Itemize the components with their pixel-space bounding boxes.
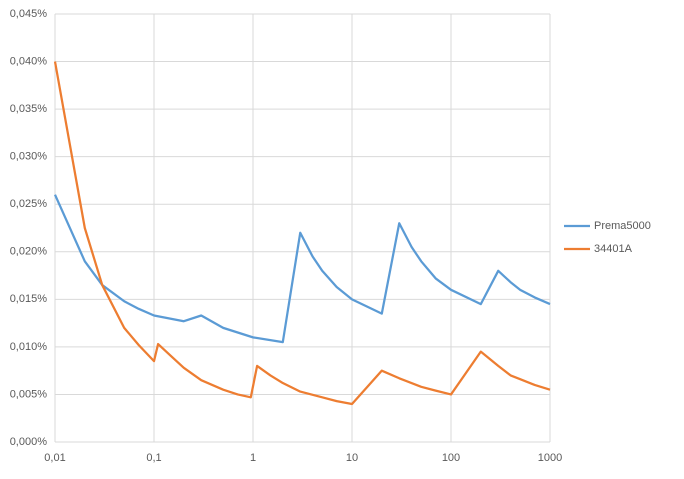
y-tick-label: 0,030%: [10, 151, 48, 163]
legend-label: 34401A: [594, 243, 633, 255]
legend-label: Prema5000: [594, 220, 651, 232]
y-tick-label: 0,010%: [10, 341, 48, 353]
y-tick-label: 0,015%: [10, 293, 48, 305]
x-tick-label: 10: [346, 452, 358, 464]
y-tick-label: 0,040%: [10, 55, 48, 67]
x-tick-label: 0,01: [44, 452, 65, 464]
y-tick-label: 0,020%: [10, 246, 48, 258]
series-line: [53, 194, 551, 344]
y-tick-label: 0,035%: [10, 103, 48, 115]
y-tick-label: 0,005%: [10, 388, 48, 400]
y-tick-label: 0,000%: [10, 436, 48, 448]
x-tick-label: 1000: [538, 452, 562, 464]
x-tick-label: 100: [442, 452, 460, 464]
y-tick-label: 0,025%: [10, 198, 48, 210]
x-tick-label: 1: [250, 452, 256, 464]
series-line: [53, 61, 551, 406]
x-tick-label: 0,1: [146, 452, 161, 464]
y-tick-label: 0,045%: [10, 8, 48, 20]
